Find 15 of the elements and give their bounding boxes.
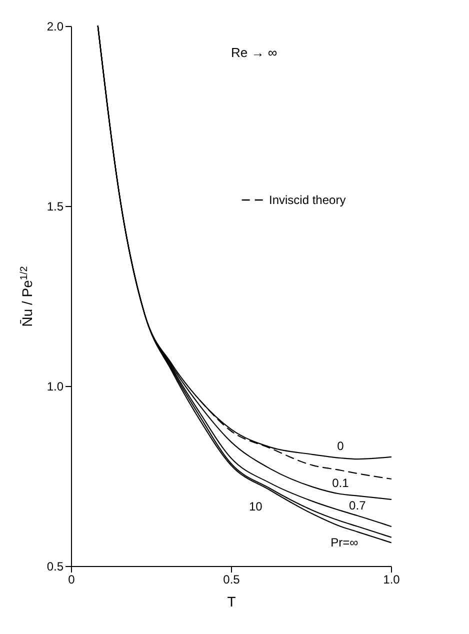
- series-label: 0: [337, 439, 344, 453]
- series-label: 0.1: [332, 476, 350, 490]
- x-axis-title: T: [227, 594, 236, 610]
- y-tick-label: 1.5: [46, 200, 64, 214]
- series-label: 0.7: [349, 498, 366, 513]
- y-tick-label: 2.0: [46, 20, 64, 34]
- y-tick-label: 0.5: [46, 560, 64, 574]
- series-label: 10: [249, 500, 263, 514]
- annotation: Re → ∞: [231, 45, 278, 60]
- y-tick-label: 1.0: [46, 380, 64, 394]
- x-tick-label: 0: [68, 572, 76, 586]
- x-tick-label: 1.0: [383, 572, 400, 586]
- x-tick-label: 0.5: [223, 572, 240, 586]
- series-label: Pr=∞: [330, 535, 359, 550]
- legend-label: Inviscid theory: [269, 193, 346, 207]
